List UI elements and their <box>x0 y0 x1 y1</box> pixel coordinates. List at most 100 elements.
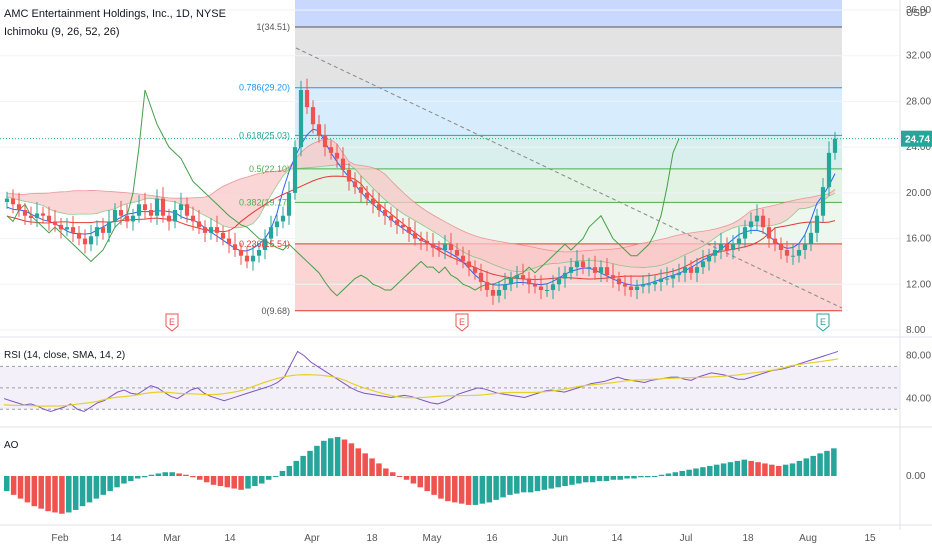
fib-label: 1(34.51) <box>256 22 290 32</box>
candle-body <box>478 272 484 282</box>
ao-bar <box>424 476 430 492</box>
ao-bar <box>341 439 348 476</box>
ao-bar <box>686 469 692 476</box>
ao-bar <box>658 474 665 476</box>
candle-body <box>70 227 76 233</box>
fib-label: 0.236(15.54) <box>239 239 290 249</box>
ao-bar <box>672 472 679 476</box>
ao-bar <box>693 468 699 476</box>
candle-body <box>622 284 628 287</box>
ao-bar <box>527 476 534 493</box>
ao-bar <box>472 476 479 505</box>
candle-body <box>304 90 310 108</box>
candle-body <box>544 290 550 291</box>
ao-bar <box>755 462 761 476</box>
candle-body <box>514 275 520 279</box>
candle-body <box>610 275 616 279</box>
ao-bar <box>196 476 203 480</box>
y-tick-label: 28.00 <box>906 96 931 107</box>
candle-body <box>28 215 34 218</box>
candle-body <box>790 255 796 257</box>
candle-body <box>568 267 574 273</box>
x-tick-label: Apr <box>304 533 320 544</box>
indicator-label: Ichimoku (9, 26, 52, 26) <box>4 26 120 38</box>
candle-body <box>178 204 184 210</box>
candle-body <box>64 227 70 230</box>
ao-bar <box>10 476 17 495</box>
candle-body <box>226 238 232 245</box>
candle-body <box>586 267 592 269</box>
fib-label: 0(9.68) <box>261 306 290 316</box>
ao-bar <box>286 465 293 476</box>
earnings-marker <box>455 313 469 332</box>
ao-bar <box>155 473 162 476</box>
ao-bar <box>555 476 561 488</box>
ao-bar <box>272 476 279 477</box>
candle-body <box>712 250 718 256</box>
candle-body <box>310 107 316 125</box>
ao-bar <box>707 465 713 476</box>
candle-body <box>736 238 742 245</box>
candle-body <box>778 244 784 250</box>
ao-bar <box>645 476 651 478</box>
candle-body <box>430 244 436 248</box>
x-tick-label: 14 <box>611 533 623 544</box>
candle-body <box>802 244 808 250</box>
candle-body <box>574 261 580 268</box>
ao-bar <box>321 440 327 476</box>
ao-bar <box>24 476 31 503</box>
ao-bar <box>162 472 169 476</box>
candle-body <box>250 255 256 262</box>
ao-bar <box>624 476 630 479</box>
ao-bar <box>452 476 458 503</box>
ao-bar <box>334 437 341 476</box>
ao-bar <box>782 464 789 476</box>
candle-body <box>418 238 424 241</box>
candle-body <box>16 204 22 210</box>
candle-body <box>580 261 586 268</box>
candle-body <box>214 227 220 233</box>
ao-bar <box>307 450 313 476</box>
ao-bar <box>769 464 775 476</box>
candle-body <box>34 213 40 218</box>
ao-bar <box>17 476 24 499</box>
ao-bar <box>507 476 513 495</box>
ao-bar <box>610 476 617 480</box>
ao-bar <box>548 476 555 489</box>
fib-label: 0.618(25.03) <box>239 130 290 140</box>
ao-bar <box>376 463 382 476</box>
candle-body <box>700 261 706 268</box>
candle-body <box>124 215 130 222</box>
candle-body <box>208 227 214 233</box>
candle-body <box>88 236 94 245</box>
candle-body <box>664 278 670 280</box>
ao-bar <box>93 476 100 499</box>
candle-body <box>694 267 700 273</box>
candles <box>4 78 838 305</box>
ao-bar <box>417 476 424 488</box>
ao-bar <box>727 462 734 476</box>
x-tick-label: 14 <box>110 533 122 544</box>
ao-bar <box>631 476 637 479</box>
candle-body <box>172 210 178 222</box>
candle-body <box>370 198 376 205</box>
ao-bar <box>500 476 506 498</box>
x-tick-label: 18 <box>366 533 378 544</box>
ao-title: AO <box>4 440 19 451</box>
candle-body <box>136 204 142 216</box>
candle-body <box>292 147 298 193</box>
earnings-marker-label: E <box>820 317 826 327</box>
x-tick-label: 14 <box>224 533 236 544</box>
fib-bands <box>295 0 842 312</box>
earnings-marker <box>816 313 830 332</box>
rsi-ma-line <box>3 358 839 407</box>
ao-bar <box>134 476 141 479</box>
candle-body <box>676 272 682 276</box>
ao-bar <box>217 476 224 487</box>
candle-body <box>376 204 382 210</box>
ao-bar <box>651 476 658 477</box>
candle-body <box>298 90 304 148</box>
candle-body <box>238 250 244 256</box>
